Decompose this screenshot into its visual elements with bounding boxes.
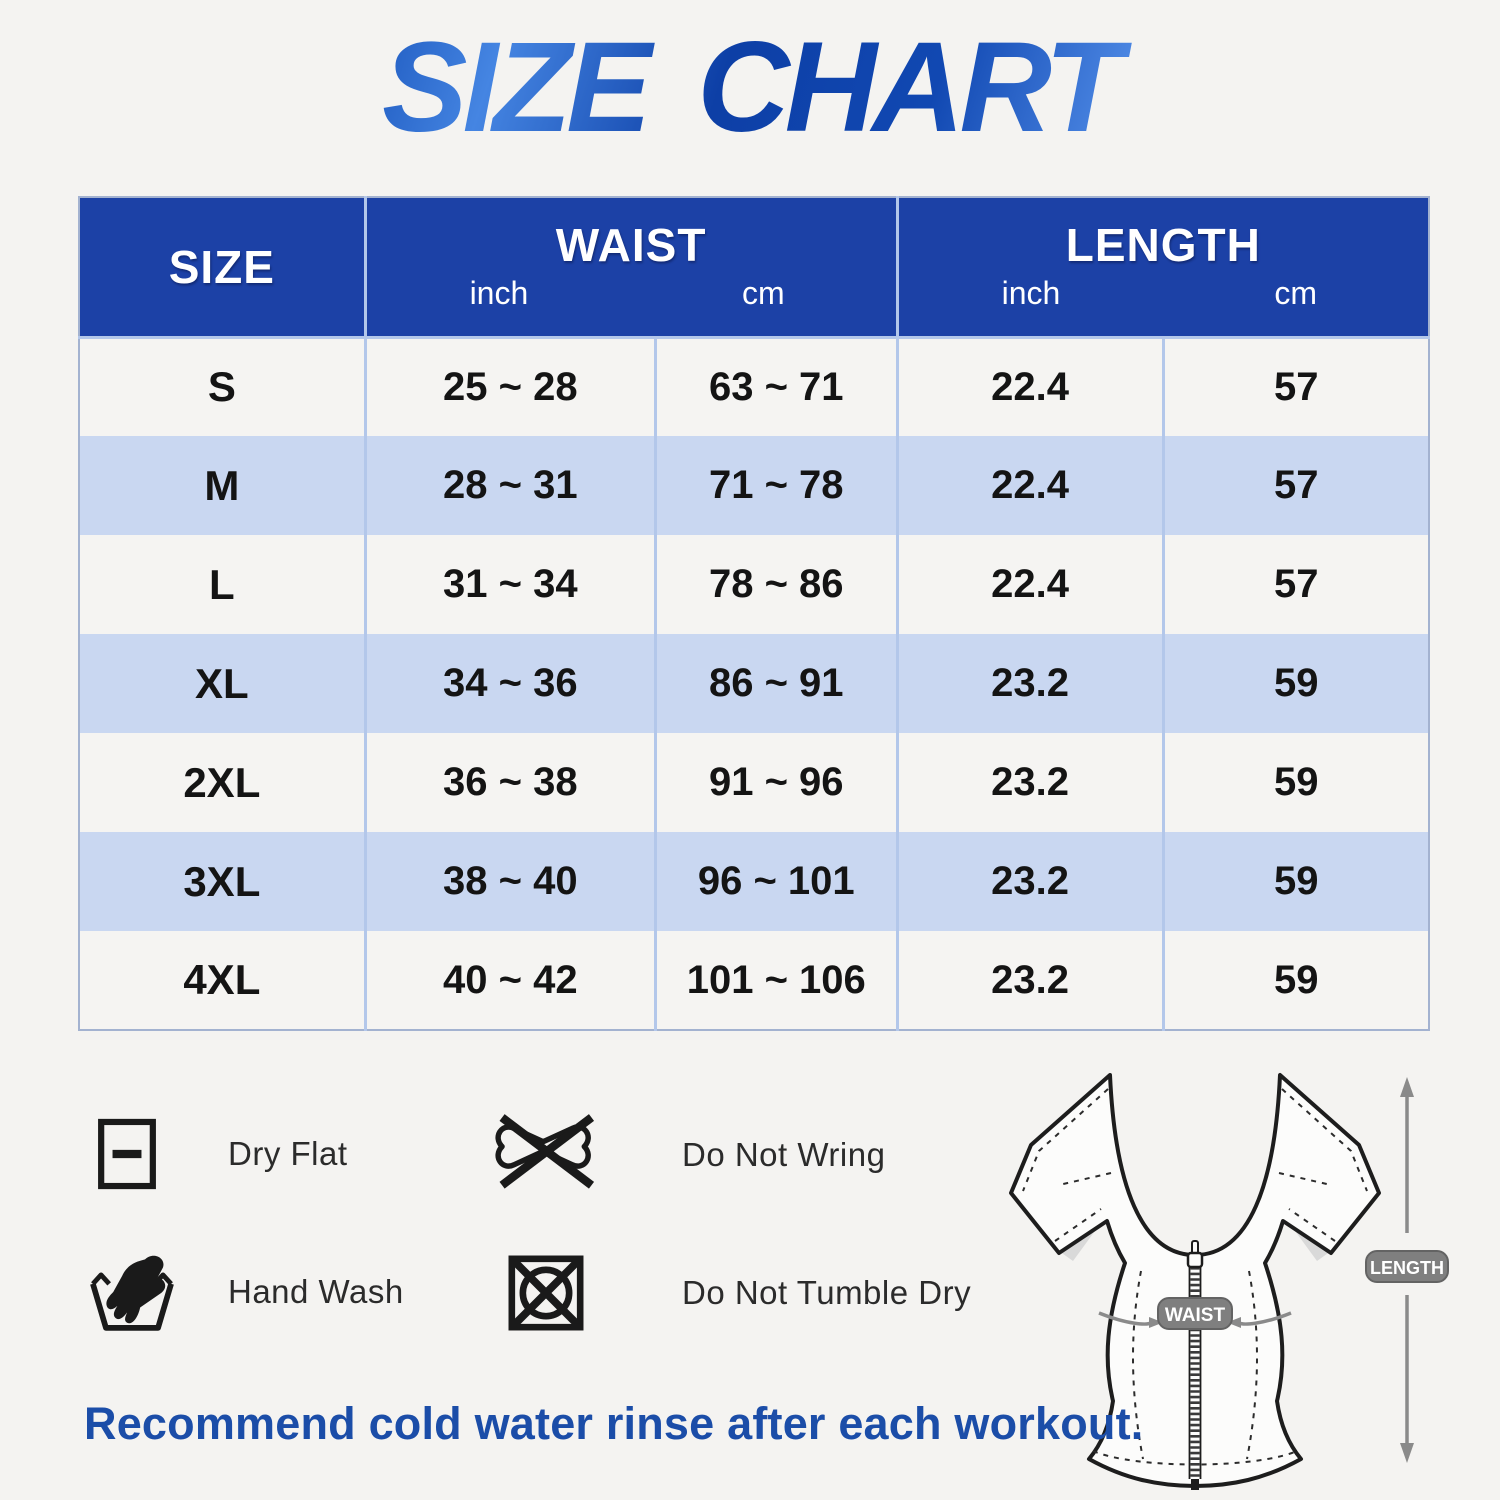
- header-size-label: SIZE: [168, 240, 275, 293]
- waist-cm-cell: 91 ~ 96: [653, 733, 898, 832]
- table-row: 3XL 38 ~ 40 96 ~ 101 23.2 59: [79, 832, 1429, 931]
- waist-inch-cell: 28 ~ 31: [363, 436, 656, 535]
- care-item-do-not-tumble-dry: Do Not Tumble Dry: [506, 1250, 971, 1336]
- waist-unit-inch: inch: [469, 275, 529, 312]
- size-cell: XL: [79, 634, 366, 733]
- care-label: Dry Flat: [228, 1135, 348, 1172]
- table-row: L 31 ~ 34 78 ~ 86 22.4 57: [79, 535, 1429, 634]
- size-cell: 4XL: [79, 931, 366, 1030]
- waist-arrows: [1098, 1311, 1292, 1328]
- care-label: Do Not Wring: [682, 1136, 886, 1173]
- header-length-label: LENGTH: [1065, 219, 1261, 272]
- do-not-tumble-dry-icon: [508, 1255, 584, 1331]
- care-label: Do Not Tumble Dry: [682, 1274, 972, 1311]
- page-title: SIZE CHART: [0, 14, 1500, 161]
- length-inch-cell: 23.2: [895, 634, 1164, 733]
- length-inch-cell: 22.4: [895, 535, 1164, 634]
- table-row: XL 34 ~ 36 86 ~ 91 23.2 59: [79, 634, 1429, 733]
- header-waist-label: WAIST: [555, 219, 707, 272]
- care-item-do-not-wring: Do Not Wring: [490, 1110, 885, 1200]
- care-label: Hand Wash: [228, 1273, 404, 1310]
- garment-diagram: WAIST LENGTH: [1009, 1073, 1449, 1490]
- care-item-dry-flat: Dry Flat: [96, 1114, 348, 1194]
- header-waist: WAIST inch cm: [363, 197, 898, 339]
- waist-cm-cell: 78 ~ 86: [653, 535, 898, 634]
- waist-cm-cell: 63 ~ 71: [653, 337, 898, 436]
- waist-inch-cell: 31 ~ 34: [363, 535, 656, 634]
- waist-inch-cell: 40 ~ 42: [363, 931, 656, 1030]
- length-inch-cell: 23.2: [895, 733, 1164, 832]
- length-cm-cell: 59: [1161, 733, 1429, 832]
- table-row: 4XL 40 ~ 42 101 ~ 106 23.2 59: [79, 931, 1429, 1030]
- length-badge-label: LENGTH: [1370, 1258, 1444, 1278]
- length-badge: LENGTH: [1365, 1250, 1449, 1283]
- waist-inch-cell: 36 ~ 38: [363, 733, 656, 832]
- hand-wash-icon: [90, 1255, 174, 1331]
- header-size: SIZE: [79, 197, 366, 339]
- size-cell: L: [79, 535, 366, 634]
- length-cm-cell: 59: [1161, 931, 1429, 1030]
- length-inch-cell: 22.4: [895, 436, 1164, 535]
- waist-inch-cell: 34 ~ 36: [363, 634, 656, 733]
- table-row: M 28 ~ 31 71 ~ 78 22.4 57: [79, 436, 1429, 535]
- waist-inch-cell: 25 ~ 28: [363, 337, 656, 436]
- length-inch-cell: 23.2: [895, 832, 1164, 931]
- size-table: SIZE WAIST inch cm LENGTH inch cm: [78, 196, 1430, 1031]
- waist-cm-cell: 71 ~ 78: [653, 436, 898, 535]
- size-table-container: SIZE WAIST inch cm LENGTH inch cm: [78, 196, 1430, 1031]
- table-row: S 25 ~ 28 63 ~ 71 22.4 57: [79, 337, 1429, 436]
- length-inch-cell: 23.2: [895, 931, 1164, 1030]
- length-cm-cell: 57: [1161, 337, 1429, 436]
- waist-unit-cm: cm: [742, 275, 785, 312]
- waist-inch-cell: 38 ~ 40: [363, 832, 656, 931]
- waist-cm-cell: 86 ~ 91: [653, 634, 898, 733]
- length-arrow: [1400, 1077, 1414, 1463]
- care-item-hand-wash: Hand Wash: [88, 1246, 404, 1338]
- dry-flat-icon: [98, 1118, 156, 1190]
- length-cm-cell: 59: [1161, 832, 1429, 931]
- table-row: 2XL 36 ~ 38 91 ~ 96 23.2 59: [79, 733, 1429, 832]
- length-inch-cell: 22.4: [895, 337, 1164, 436]
- length-cm-cell: 59: [1161, 634, 1429, 733]
- length-unit-inch: inch: [1001, 275, 1061, 312]
- footer-note: Recommend cold water rinse after each wo…: [84, 1398, 1144, 1449]
- do-not-wring-icon: [495, 1114, 595, 1189]
- table-header-row: SIZE WAIST inch cm LENGTH inch cm: [79, 197, 1429, 339]
- waist-badge-label: WAIST: [1165, 1305, 1226, 1326]
- length-cm-cell: 57: [1161, 436, 1429, 535]
- size-cell: 3XL: [79, 832, 366, 931]
- size-cell: M: [79, 436, 366, 535]
- waist-badge: WAIST: [1157, 1297, 1233, 1330]
- size-cell: 2XL: [79, 733, 366, 832]
- size-cell: S: [79, 337, 366, 436]
- length-unit-cm: cm: [1274, 275, 1317, 312]
- waist-cm-cell: 96 ~ 101: [653, 832, 898, 931]
- length-cm-cell: 57: [1161, 535, 1429, 634]
- header-length: LENGTH inch cm: [895, 197, 1429, 339]
- waist-cm-cell: 101 ~ 106: [653, 931, 898, 1030]
